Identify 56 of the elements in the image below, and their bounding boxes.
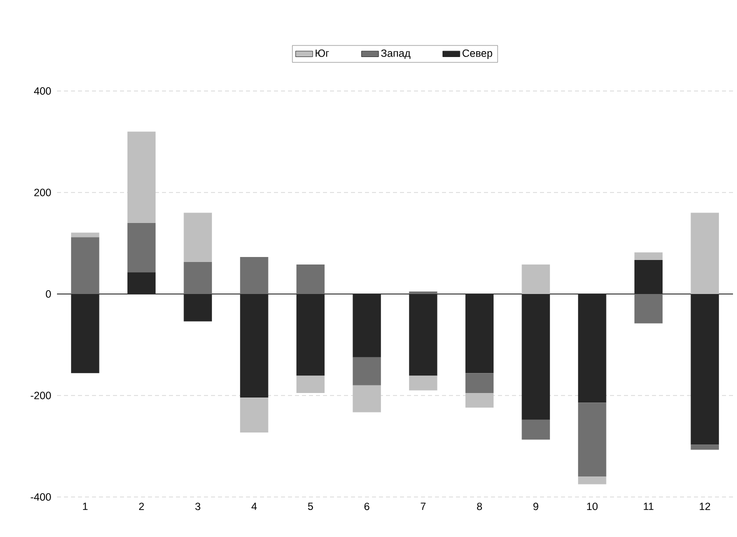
bar: [71, 232, 100, 238]
bar: [409, 376, 438, 390]
bar: [71, 294, 100, 374]
x-tick-label: 11: [644, 502, 654, 510]
bar: [296, 376, 325, 393]
bar: [184, 294, 212, 322]
x-tick-label: 7: [420, 502, 426, 510]
x-tick-label: 9: [533, 502, 538, 510]
y-tick-label: -400: [30, 493, 51, 501]
x-tick-label: 5: [308, 502, 313, 510]
x-tick-label: 2: [139, 502, 144, 510]
x-tick-label: 6: [364, 502, 370, 510]
bar: [296, 264, 325, 294]
y-tick-label: -200: [30, 392, 51, 400]
y-tick-label: 0: [46, 290, 51, 298]
bar: [522, 294, 550, 420]
bar: [634, 294, 663, 324]
legend-label: Запад: [381, 49, 410, 59]
bar: [71, 237, 100, 294]
x-tick-label: 3: [195, 502, 200, 510]
bar: [578, 476, 606, 484]
x-tick-label: 10: [587, 502, 598, 510]
bar: [690, 444, 719, 450]
bar: [634, 260, 663, 294]
bar: [352, 385, 381, 412]
x-tick-label: 4: [251, 502, 257, 510]
bar: [578, 402, 606, 477]
x-tick-label: 8: [477, 502, 482, 510]
bar: [522, 420, 550, 440]
y-tick-label: 200: [34, 188, 51, 196]
bar: [352, 357, 381, 386]
bar: [409, 294, 438, 376]
bar: [184, 262, 212, 294]
bar: [296, 294, 325, 376]
bar: [465, 294, 494, 374]
bar: [127, 132, 156, 223]
x-tick-label: 12: [700, 502, 710, 510]
bar: [127, 272, 156, 294]
legend-label: Юг: [316, 49, 329, 57]
bar: [240, 398, 268, 433]
bar: [184, 212, 212, 262]
bar: [409, 291, 438, 294]
bar: [634, 252, 663, 260]
y-tick-label: 400: [34, 87, 51, 95]
bar: [240, 294, 268, 398]
bar: [465, 373, 494, 393]
x-tick-label: 1: [83, 502, 88, 510]
legend-label: Север: [462, 49, 492, 59]
bar: [465, 392, 494, 408]
bar: [127, 222, 156, 272]
bar: [352, 294, 381, 358]
bar: [240, 256, 268, 294]
bar: [690, 212, 719, 294]
bar: [578, 294, 606, 403]
bar: [522, 264, 550, 294]
bar: [690, 294, 719, 445]
